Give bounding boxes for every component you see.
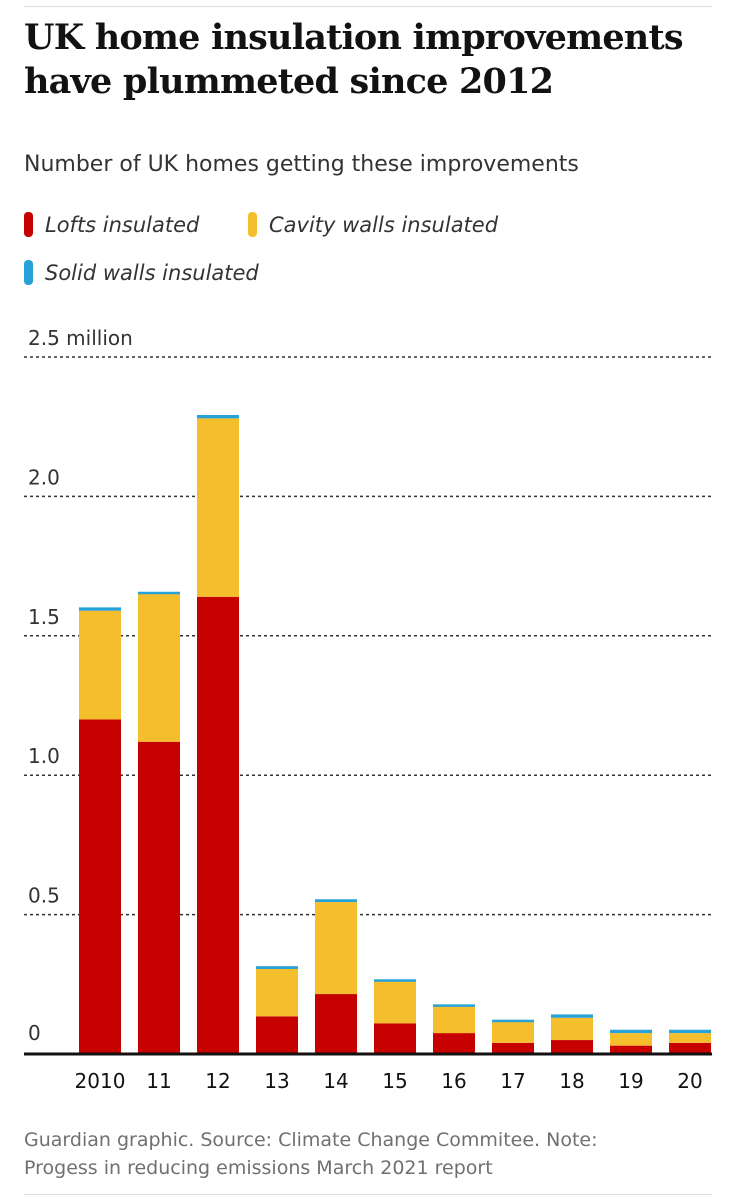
x-tick-label-2010: 2010	[75, 1069, 126, 1093]
page-title: UK home insulation improvements have plu…	[24, 17, 684, 102]
bar-cavity-walls-insulated-2010	[79, 610, 121, 720]
bar-lofts-insulated-12	[197, 596, 239, 1054]
y-tick-label-4: 0.5	[28, 884, 60, 908]
bar-lofts-insulated-15	[374, 1023, 416, 1054]
bar-cavity-walls-insulated-14	[315, 902, 357, 995]
legend-item-cavity: Cavity walls insulated	[248, 212, 498, 237]
source-note: Guardian graphic. Source: Climate Change…	[24, 1126, 684, 1182]
bar-lofts-insulated-2010	[79, 719, 121, 1054]
legend-item-solid: Solid walls insulated	[24, 260, 259, 285]
y-tick-label-3: 1.0	[28, 744, 60, 768]
x-tick-label-18: 18	[559, 1069, 584, 1093]
x-tick-label-14: 14	[323, 1069, 348, 1093]
bar-solid-walls-insulated-16	[433, 1004, 475, 1007]
bar-solid-walls-insulated-15	[374, 979, 416, 982]
legend-label-lofts: Lofts insulated	[45, 212, 200, 237]
x-tick-label-11: 11	[146, 1069, 171, 1093]
bar-cavity-walls-insulated-15	[374, 981, 416, 1024]
bar-cavity-walls-insulated-16	[433, 1006, 475, 1034]
bar-solid-walls-insulated-12	[197, 414, 239, 419]
x-tick-label-12: 12	[205, 1069, 230, 1093]
bar-solid-walls-insulated-19	[610, 1029, 652, 1034]
top-rule	[24, 6, 712, 7]
bar-lofts-insulated-20	[669, 1042, 711, 1054]
legend-swatch-solid	[24, 260, 33, 285]
bar-lofts-insulated-19	[610, 1045, 652, 1054]
bar-cavity-walls-insulated-19	[610, 1033, 652, 1046]
legend-swatch-lofts	[24, 212, 33, 237]
bar-lofts-insulated-13	[256, 1016, 298, 1054]
legend-label-solid: Solid walls insulated	[45, 260, 259, 285]
bar-cavity-walls-insulated-18	[551, 1017, 593, 1041]
bar-lofts-insulated-18	[551, 1040, 593, 1054]
source-note-line-1: Guardian graphic. Source: Climate Change…	[24, 1129, 598, 1151]
y-tick-label-0: 2.5 million	[28, 326, 133, 350]
x-tick-label-16: 16	[441, 1069, 466, 1093]
x-tick-label-19: 19	[618, 1069, 643, 1093]
legend-label-cavity: Cavity walls insulated	[269, 212, 499, 237]
bar-lofts-insulated-17	[492, 1042, 534, 1054]
bar-cavity-walls-insulated-11	[138, 593, 180, 742]
bar-solid-walls-insulated-13	[256, 966, 298, 969]
bar-lofts-insulated-11	[138, 741, 180, 1054]
x-tick-label-13: 13	[264, 1069, 289, 1093]
stacked-bar-chart: 2.5 million 2.0 1.5 1.0 0.5 0 2010 11 12 13 14 15 16…	[24, 326, 712, 1093]
y-tick-label-2: 1.5	[28, 605, 60, 629]
legend-item-lofts: Lofts insulated	[24, 212, 199, 237]
bar-cavity-walls-insulated-12	[197, 418, 239, 597]
source-note-line-2: Progess in reducing emissions March 2021…	[24, 1157, 493, 1179]
bar-cavity-walls-insulated-17	[492, 1021, 534, 1043]
bar-solid-walls-insulated-14	[315, 899, 357, 903]
bar-cavity-walls-insulated-13	[256, 968, 298, 1017]
bar-solid-walls-insulated-17	[492, 1019, 534, 1023]
legend-swatch-cavity	[248, 212, 257, 237]
x-tick-label-15: 15	[382, 1069, 407, 1093]
bar-cavity-walls-insulated-20	[669, 1033, 711, 1043]
y-tick-label-1: 2.0	[28, 465, 60, 489]
bottom-rule	[24, 1194, 712, 1195]
chart-subtitle: Number of UK homes getting these improve…	[24, 152, 579, 177]
bar-solid-walls-insulated-2010	[79, 607, 121, 611]
bar-solid-walls-insulated-11	[138, 591, 180, 595]
y-tick-label-5: 0	[28, 1021, 41, 1045]
bar-lofts-insulated-14	[315, 994, 357, 1054]
x-tick-label-20: 20	[677, 1069, 702, 1093]
bar-solid-walls-insulated-18	[551, 1014, 593, 1018]
x-tick-label-17: 17	[500, 1069, 525, 1093]
bar-lofts-insulated-16	[433, 1033, 475, 1054]
bar-solid-walls-insulated-20	[669, 1029, 711, 1034]
